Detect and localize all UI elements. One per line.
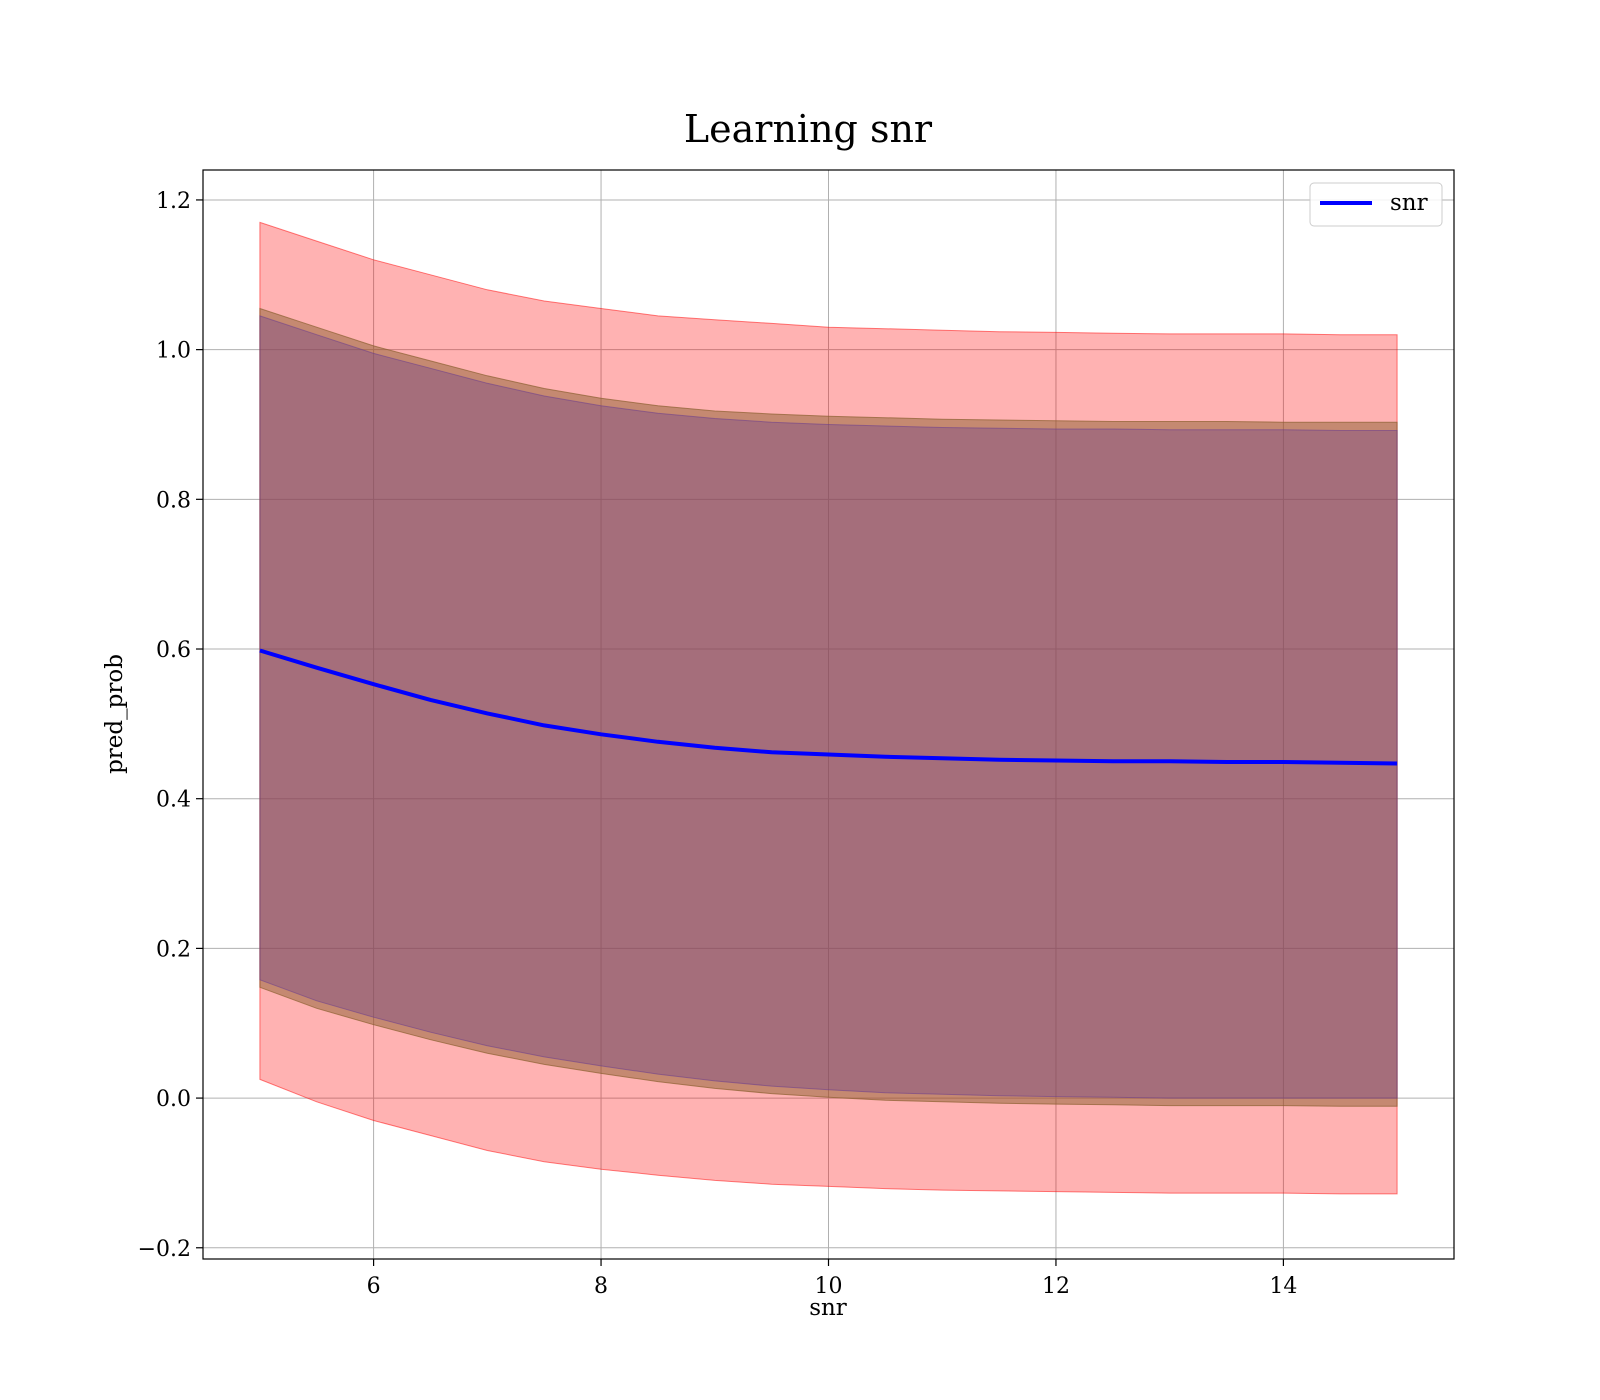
ticks: 6 8 10 12 14 −0.2 0.0 0.2 0.4 0.6 0.8 1.0 1.2: [138, 189, 1298, 1299]
y-tick-label: 0.4: [156, 788, 191, 813]
y-tick-label: 1.0: [156, 339, 191, 364]
legend: snr: [1309, 182, 1443, 227]
chart-title: Learning snr: [684, 107, 933, 151]
x-tick-label: 8: [594, 1274, 608, 1299]
bands: [259, 221, 1398, 1195]
y-tick-label: 0.8: [156, 488, 191, 513]
x-axis-label: snr: [809, 1295, 847, 1321]
x-tick-label: 14: [1269, 1274, 1297, 1299]
band-middle: [259, 307, 1398, 1107]
y-axis-label: pred_prob: [102, 654, 128, 774]
y-tick-label: 0.6: [156, 638, 191, 663]
x-tick-label: 12: [1042, 1274, 1070, 1299]
series-line-snr: [259, 648, 1398, 766]
y-tick-label: 0.2: [156, 937, 191, 962]
x-tick-label: 10: [815, 1274, 843, 1299]
y-tick-label: 0.0: [156, 1087, 191, 1112]
legend-label-snr: snr: [1390, 190, 1428, 216]
series-lines: [259, 648, 1398, 766]
x-tick-label: 6: [367, 1274, 381, 1299]
band-inner: [259, 315, 1398, 1099]
legend-box: [1309, 182, 1443, 227]
y-tick-label: 1.2: [156, 189, 191, 214]
y-tick-label: −0.2: [138, 1237, 191, 1262]
